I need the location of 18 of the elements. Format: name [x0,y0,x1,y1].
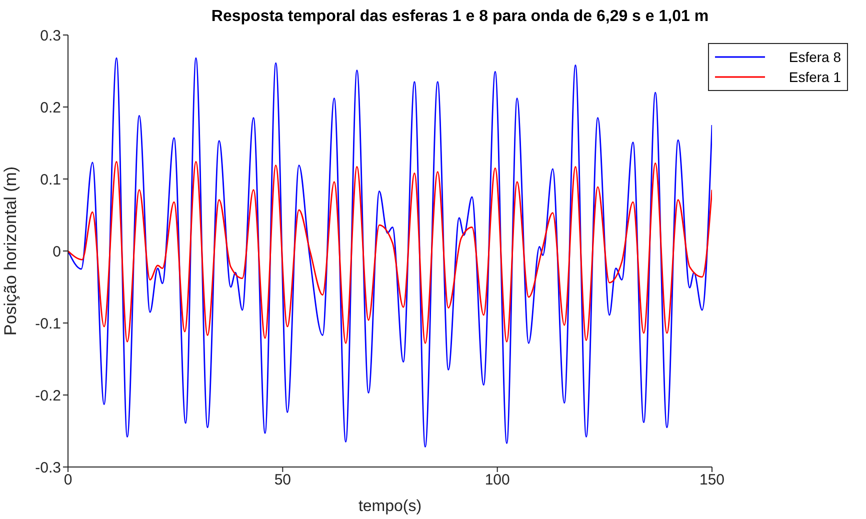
y-tick-label: -0.1 [35,315,61,332]
x-tick-label: 0 [64,472,72,489]
x-tick-label: 50 [274,472,292,489]
line-series [68,57,712,448]
y-tick-label: 0.2 [40,99,61,116]
y-tick-label: -0.2 [35,387,61,404]
y-tick-label: -0.3 [35,459,61,476]
chart-title: Resposta temporal das esferas 1 e 8 para onda de 6,29 s e 1,01 m [210,8,710,26]
x-tick-label: 100 [484,472,510,489]
line-series [68,161,712,344]
legend-label: Esfera 8 [788,48,841,67]
x-tick-label: 150 [699,472,725,489]
y-axis-title: Posição horizontal (m) [1,166,20,336]
x-axis-title: tempo(s) [358,498,422,515]
y-tick-label: 0.3 [40,27,61,44]
y-tick-label: 0 [52,243,61,260]
y-tick-label: 0.1 [40,171,61,188]
legend-label: Esfera 1 [788,68,841,87]
